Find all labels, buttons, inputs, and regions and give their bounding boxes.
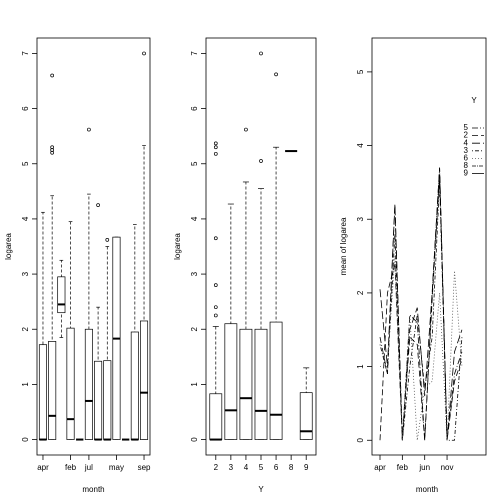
outlier xyxy=(244,127,248,132)
plot-frame xyxy=(371,37,487,456)
box xyxy=(103,360,112,440)
y-tick-label: 2 xyxy=(21,326,30,331)
box xyxy=(48,341,57,440)
box xyxy=(239,328,253,440)
y-tick-label: 3 xyxy=(21,271,30,276)
plot-frame xyxy=(36,37,151,456)
y-tick-label: 1 xyxy=(356,364,365,369)
outlier xyxy=(105,238,110,242)
box xyxy=(269,321,283,440)
y-tick-label: 5 xyxy=(190,161,199,166)
y-tick-label: 5 xyxy=(21,161,30,166)
y-tick-label: 2 xyxy=(356,290,365,295)
legend-label: 4 xyxy=(464,138,469,147)
y-tick-label: 0 xyxy=(356,437,365,442)
y-tick-label: 1 xyxy=(21,382,30,387)
series-line xyxy=(379,182,463,441)
x-tick-label: 3 xyxy=(229,463,234,472)
x-tick-label: nov xyxy=(441,463,454,472)
box xyxy=(224,323,238,440)
box xyxy=(254,328,268,440)
y-tick-label: 2 xyxy=(190,326,199,331)
y-tick-label: 3 xyxy=(356,216,365,221)
x-tick-label: 6 xyxy=(274,463,279,472)
legend-label: 8 xyxy=(464,161,469,170)
series-line xyxy=(379,167,463,441)
outlier xyxy=(87,127,91,132)
box xyxy=(140,320,149,440)
y-tick-label: 1 xyxy=(190,382,199,387)
series-line xyxy=(379,175,463,441)
legend-label: 3 xyxy=(464,146,469,155)
y-tick-label: 0 xyxy=(21,437,30,442)
y-tick-label: 4 xyxy=(356,143,365,148)
y-axis-label: logarea xyxy=(4,233,13,260)
x-tick-label: jun xyxy=(418,463,430,472)
outlier xyxy=(213,145,218,150)
outlier xyxy=(213,305,218,310)
box xyxy=(66,327,75,440)
x-tick-label: apr xyxy=(37,463,49,472)
outlier xyxy=(213,151,218,156)
box xyxy=(209,393,223,440)
x-axis-label: month xyxy=(82,485,104,494)
legend-title: Y xyxy=(471,96,477,105)
x-tick-label: apr xyxy=(374,463,386,472)
x-tick-label: 2 xyxy=(214,463,219,472)
y-tick-label: 3 xyxy=(190,271,199,276)
legend-label: 2 xyxy=(464,131,469,140)
y-tick-label: 4 xyxy=(21,216,30,221)
outlier xyxy=(96,203,100,207)
outlier xyxy=(213,313,218,318)
y-tick-label: 7 xyxy=(21,51,30,56)
box xyxy=(38,344,47,440)
x-tick-label: sep xyxy=(138,463,151,472)
outlier xyxy=(50,145,55,150)
x-tick-label: feb xyxy=(65,463,77,472)
legend-label: 5 xyxy=(464,123,469,132)
x-tick-label: 8 xyxy=(289,463,294,472)
series-line xyxy=(380,256,463,441)
y-tick-label: 6 xyxy=(190,106,199,111)
x-axis-label: month xyxy=(416,485,438,494)
outlier xyxy=(213,283,218,287)
x-tick-label: 4 xyxy=(244,463,249,472)
y-axis-label: mean of logarea xyxy=(339,217,348,275)
legend-label: 6 xyxy=(464,154,469,163)
outlier xyxy=(213,141,218,146)
x-tick-label: feb xyxy=(397,463,409,472)
x-tick-label: jul xyxy=(84,463,93,472)
y-tick-label: 0 xyxy=(190,437,199,442)
box xyxy=(84,328,93,440)
series-line xyxy=(379,167,463,441)
outlier xyxy=(259,51,263,56)
box xyxy=(57,276,66,314)
legend-label: 9 xyxy=(464,169,469,178)
box xyxy=(94,360,103,440)
x-tick-label: 5 xyxy=(259,463,264,472)
y-tick-label: 7 xyxy=(190,51,199,56)
outlier xyxy=(259,159,263,163)
y-tick-label: 4 xyxy=(190,216,199,221)
x-tick-label: 9 xyxy=(304,463,309,472)
box xyxy=(299,392,313,440)
x-axis-label: Y xyxy=(258,485,264,494)
outlier xyxy=(50,73,55,78)
y-axis-label: logarea xyxy=(173,233,182,260)
y-tick-label: 5 xyxy=(356,69,365,74)
x-tick-label: may xyxy=(109,463,124,472)
outlier xyxy=(213,236,218,241)
outlier xyxy=(142,51,146,56)
y-tick-label: 6 xyxy=(21,106,30,111)
outlier xyxy=(274,72,278,77)
box xyxy=(130,331,139,440)
